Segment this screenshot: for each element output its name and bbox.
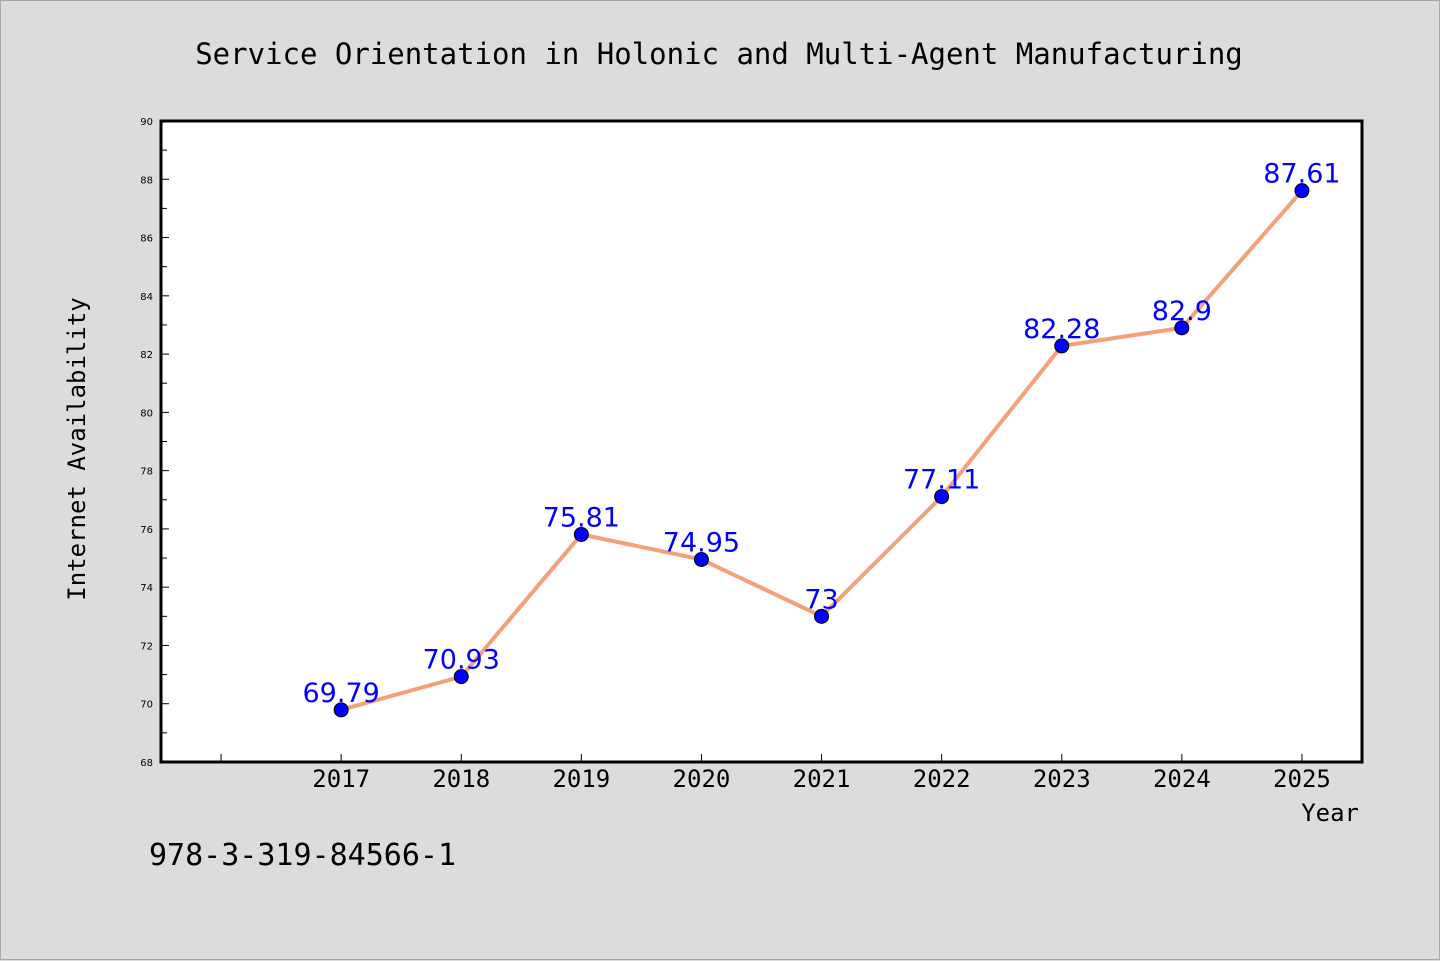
x-tick-label: 2020	[673, 765, 731, 793]
series-line-group: 69.79 70.93 75.81 74.95 73 77.11 82.28 82.9 87.6…	[303, 159, 1341, 718]
data-label: 74.95	[663, 528, 740, 559]
isbn-label: 978-3-319-84566-1	[149, 838, 456, 873]
y-tick-label: 80	[140, 408, 153, 419]
data-label: 82.28	[1023, 314, 1100, 345]
y-tick-label: 74	[140, 583, 153, 594]
data-point	[1054, 338, 1070, 354]
x-tick-label: 2019	[552, 765, 610, 793]
x-axis: 2017 2018 2019 2020 2021 2022 2023 2024 2025	[220, 754, 1331, 793]
y-tick-label: 76	[140, 525, 153, 536]
data-label: 87.61	[1263, 159, 1340, 190]
data-point	[1174, 320, 1190, 336]
x-tick-label: 2023	[1033, 765, 1091, 793]
x-tick-label: 2025	[1273, 765, 1331, 793]
chart-title: Service Orientation in Holonic and Multi…	[195, 37, 1243, 71]
data-point	[814, 608, 830, 624]
plot-area	[159, 119, 1364, 764]
x-tick-label: 2021	[793, 765, 851, 793]
data-label: 82.9	[1152, 296, 1212, 327]
data-point	[1294, 183, 1310, 199]
x-tick-label: 2024	[1153, 765, 1211, 793]
x-axis-label: Year	[1301, 799, 1359, 827]
data-label: 70.93	[423, 645, 500, 676]
y-tick-label: 90	[140, 117, 153, 128]
y-tick-label: 88	[140, 175, 153, 186]
data-label: 73	[804, 584, 838, 615]
data-point	[693, 552, 709, 568]
y-axis: 68 70 72 74 76 78 80 82 84 86 88 90	[140, 117, 169, 769]
y-tick-label: 82	[140, 350, 153, 361]
x-tick-label: 2022	[913, 765, 971, 793]
y-tick-label: 72	[140, 641, 153, 652]
data-label: 69.79	[303, 678, 380, 709]
y-tick-label: 86	[140, 234, 153, 245]
data-point	[453, 669, 469, 685]
data-point	[573, 526, 589, 542]
y-tick-label: 68	[140, 758, 153, 769]
data-label: 75.81	[543, 502, 620, 533]
y-tick-label: 78	[140, 467, 153, 478]
y-tick-label: 70	[140, 700, 153, 711]
data-label: 77.11	[903, 465, 980, 496]
x-tick-label: 2018	[432, 765, 490, 793]
y-axis-label: Internet Availability	[63, 297, 91, 600]
data-point	[333, 702, 349, 718]
y-tick-label: 84	[140, 292, 153, 303]
data-point	[934, 489, 950, 505]
x-tick-label: 2017	[312, 765, 370, 793]
